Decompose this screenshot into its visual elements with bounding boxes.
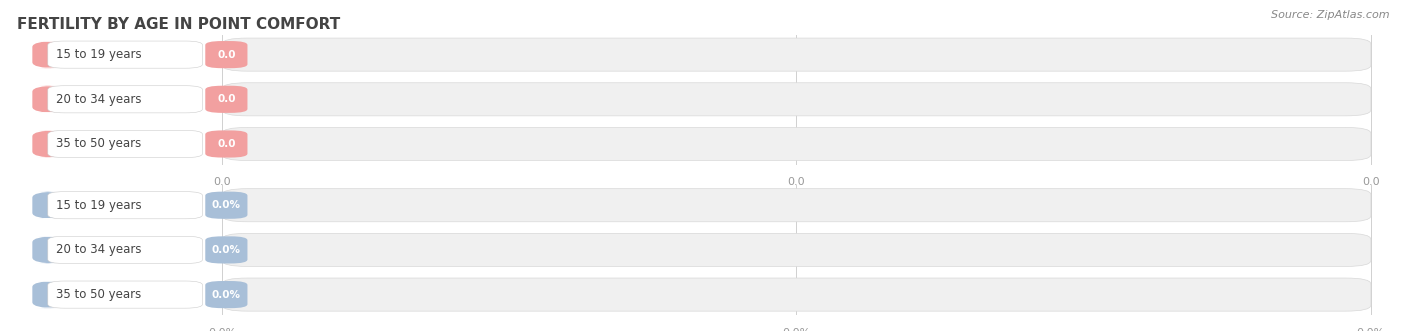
Text: 0.0: 0.0 — [214, 177, 231, 187]
Text: 20 to 34 years: 20 to 34 years — [56, 243, 142, 257]
Text: 0.0%: 0.0% — [212, 200, 240, 210]
Text: 0.0%: 0.0% — [1357, 328, 1385, 331]
Text: 15 to 19 years: 15 to 19 years — [56, 48, 142, 61]
Text: Source: ZipAtlas.com: Source: ZipAtlas.com — [1271, 10, 1389, 20]
Text: 35 to 50 years: 35 to 50 years — [56, 137, 142, 151]
Text: 0.0: 0.0 — [217, 50, 236, 60]
Text: 0.0: 0.0 — [217, 94, 236, 104]
Text: 0.0: 0.0 — [1362, 177, 1379, 187]
Text: 0.0%: 0.0% — [208, 328, 236, 331]
Text: 0.0%: 0.0% — [212, 245, 240, 255]
Text: FERTILITY BY AGE IN POINT COMFORT: FERTILITY BY AGE IN POINT COMFORT — [17, 17, 340, 31]
Text: 0.0%: 0.0% — [782, 328, 811, 331]
Text: 0.0: 0.0 — [217, 139, 236, 149]
Text: 0.0: 0.0 — [787, 177, 806, 187]
Text: 35 to 50 years: 35 to 50 years — [56, 288, 142, 301]
Text: 15 to 19 years: 15 to 19 years — [56, 199, 142, 212]
Text: 0.0%: 0.0% — [212, 290, 240, 300]
Text: 20 to 34 years: 20 to 34 years — [56, 93, 142, 106]
